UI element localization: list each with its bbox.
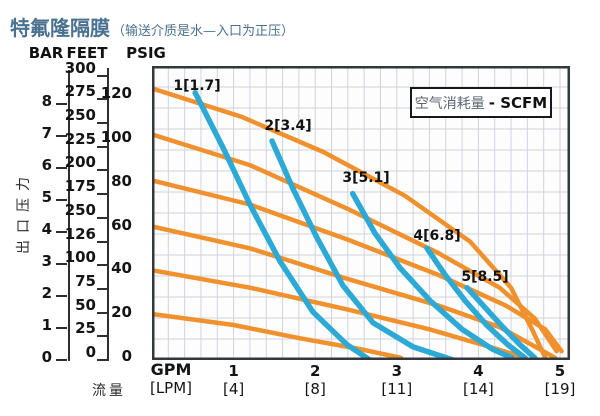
feet-scale-value: 225 [64,129,96,148]
bar-tick [56,167,67,169]
plot-border [152,66,570,360]
bar-tick [56,359,67,361]
x-tick-lpm: [4] [222,380,245,398]
feet-tick [97,264,107,267]
psig-scale-value: 120 [100,84,132,103]
air-consumption-3 [349,190,515,360]
bar-tick [56,327,67,329]
bar-tick [56,199,67,201]
feet-scale-value: 0 [85,343,96,361]
psig-scale-value: 20 [111,303,132,322]
curve-label-4: 4[6.8] [413,228,461,244]
feet-tick [97,216,107,219]
discharge-curve-120psig [152,86,548,360]
bar-scale-value: 6 [41,156,52,174]
psig-axis-header: PSIG [126,44,166,62]
title-note: （输送介质是水—入口为正压） [112,24,295,39]
legend-label-en: - SCFM [488,93,548,112]
air-consumption-1 [192,90,373,360]
feet-scale-value: 275 [64,82,96,101]
page-title: 特氟隆隔膜 （输送介质是水—入口为正压） [10,12,294,41]
psig-scale-value: 0 [121,347,132,365]
bar-scale-value: 7 [41,124,52,142]
title-main: 特氟隆隔膜 [10,16,110,40]
psig-scale-value: 100 [100,128,132,146]
bar-scale-value: 5 [41,188,52,206]
feet-tick [97,359,107,361]
x-tick-lpm: [11] [381,380,413,398]
air-consumption-4 [424,245,528,360]
psig-scale-value: 60 [111,215,132,234]
bar-scale-value: 3 [41,252,52,270]
feet-scale-value: 100 [64,248,96,267]
feet-scale-value: 200 [64,153,96,172]
feet-scale-value: 250 [64,106,96,124]
bar-tick [56,263,67,265]
x-tick-gpm: 2 [309,362,321,380]
feet-tick [97,74,107,77]
x-tick-gpm: 1 [228,362,239,380]
feet-tick [97,240,107,243]
bar-axis-line [68,70,70,361]
psig-scale-value: 40 [111,259,132,278]
x-unit-gpm: GPM [150,360,192,379]
feet-tick [97,98,107,101]
feet-tick [97,287,107,290]
feet-scale-value: 300 [64,58,96,77]
air-consumption-2 [269,138,456,360]
x-tick-lpm: [8] [304,380,326,398]
legend-label-cn: 空气消耗量 [414,95,485,112]
x-tick-gpm: 3 [391,362,403,380]
bar-scale-value: 8 [41,92,52,110]
curve-label-2: 2[3.4] [264,118,312,134]
bar-tick [56,231,67,233]
feet-tick [97,122,107,124]
curve-label-3: 3[5.1] [342,170,390,186]
feet-tick [97,311,107,314]
psig-scale-value: 80 [111,171,132,190]
bar-scale-value: 0 [41,348,52,366]
curve-label-1: 1[1.7] [173,78,221,94]
x-tick-lpm: [14] [462,380,494,398]
bar-scale-value: 4 [41,220,52,238]
x-axis-title: 流量 [92,383,126,399]
feet-tick [97,193,107,196]
x-tick-lpm: [19] [544,380,576,398]
feet-axis-line [107,68,109,361]
bar-scale-value: 2 [41,284,52,302]
bar-axis-header: BAR [28,44,64,62]
air-consumption-5 [464,284,538,360]
bar-tick [56,295,67,297]
feet-scale-value: 75 [75,271,96,290]
x-unit-lpm: [LPM] [149,379,193,397]
feet-scale-value: 25 [75,319,96,338]
feet-tick [97,335,107,338]
legend-box: 空气消耗量 - SCFM [410,87,552,118]
feet-scale-value: 126 [64,224,96,243]
feet-scale-value: 250 [64,200,96,219]
feet-tick [97,169,107,172]
feet-tick [97,145,107,148]
bar-tick [56,135,67,137]
discharge-curve-20psig [152,311,404,360]
bar-scale-value: 1 [41,316,52,334]
x-tick-gpm: 5 [554,362,566,380]
x-tick-gpm: 4 [473,362,484,380]
bar-tick [56,103,67,105]
feet-axis-header: FEET [66,44,108,62]
discharge-curve-100psig [152,132,559,354]
feet-scale-value: 50 [75,295,96,314]
curve-label-5: 5[8.5] [461,269,509,285]
feet-scale-value: 175 [64,177,96,196]
